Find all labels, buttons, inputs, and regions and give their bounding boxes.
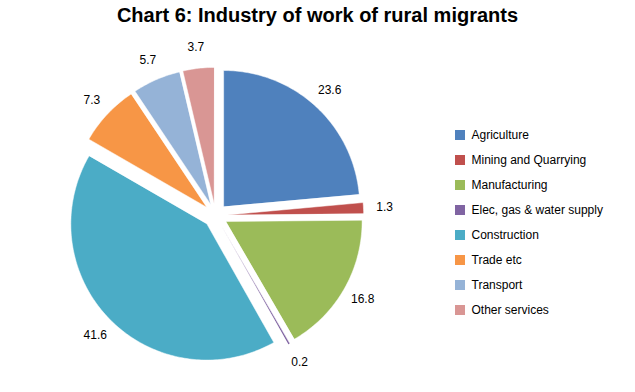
svg-text:7.3: 7.3 <box>84 93 101 107</box>
svg-text:Agriculture: Agriculture <box>472 128 530 142</box>
html-text:Chart 6: Industry of work of r: Chart 6: Industry of work of rural migra… <box>116 4 519 26</box>
svg-text:23.6: 23.6 <box>318 83 342 97</box>
svg-text:3.7: 3.7 <box>188 40 205 54</box>
svg-text:Elec, gas & water supply: Elec, gas & water supply <box>472 203 603 217</box>
svg-text:5.7: 5.7 <box>140 53 157 67</box>
svg-text:Construction: Construction <box>472 228 539 242</box>
svg-text:1.3: 1.3 <box>376 200 393 214</box>
svg-text:0.2: 0.2 <box>291 355 308 369</box>
svg-text:Transport: Transport <box>472 278 524 292</box>
svg-text:Mining and Quarrying: Mining and Quarrying <box>472 153 587 167</box>
svg-text:41.6: 41.6 <box>84 328 108 342</box>
svg-text:Trade etc: Trade etc <box>472 253 522 267</box>
svg-text:Other services: Other services <box>472 303 549 317</box>
svg-text:Manufacturing: Manufacturing <box>472 178 548 192</box>
svg-text:16.8: 16.8 <box>351 292 375 306</box>
